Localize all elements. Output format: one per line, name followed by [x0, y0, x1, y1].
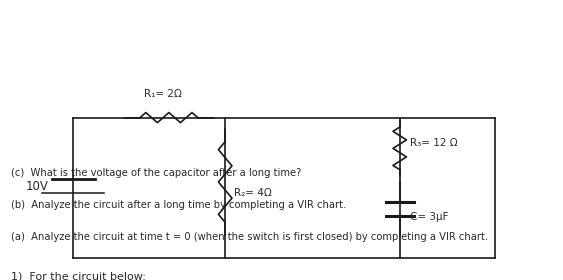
Text: C= 3μF: C= 3μF: [410, 212, 448, 222]
Text: (c)  What is the voltage of the capacitor after a long time?: (c) What is the voltage of the capacitor…: [11, 168, 302, 178]
Text: (a)  Analyze the circuit at time t = 0 (when the switch is first closed) by comp: (a) Analyze the circuit at time t = 0 (w…: [11, 232, 488, 242]
Text: (b)  Analyze the circuit after a long time by completing a VIR chart.: (b) Analyze the circuit after a long tim…: [11, 200, 346, 210]
Text: 1)  For the circuit below:: 1) For the circuit below:: [11, 272, 146, 280]
Text: R₁= 2Ω: R₁= 2Ω: [144, 89, 182, 99]
Text: R₂= 4Ω: R₂= 4Ω: [234, 188, 271, 198]
Text: 10V: 10V: [25, 180, 48, 193]
Text: R₃= 12 Ω: R₃= 12 Ω: [410, 138, 458, 148]
